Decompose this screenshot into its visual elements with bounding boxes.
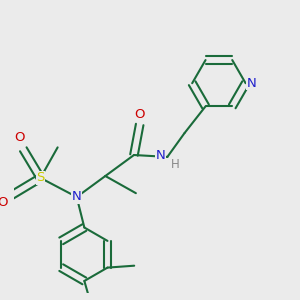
- Text: N: N: [156, 148, 166, 161]
- Text: S: S: [36, 171, 45, 184]
- Text: N: N: [247, 77, 256, 90]
- Text: N: N: [72, 190, 82, 203]
- Text: O: O: [0, 196, 8, 209]
- Text: H: H: [171, 158, 179, 171]
- Text: O: O: [14, 131, 25, 144]
- Text: O: O: [134, 108, 145, 122]
